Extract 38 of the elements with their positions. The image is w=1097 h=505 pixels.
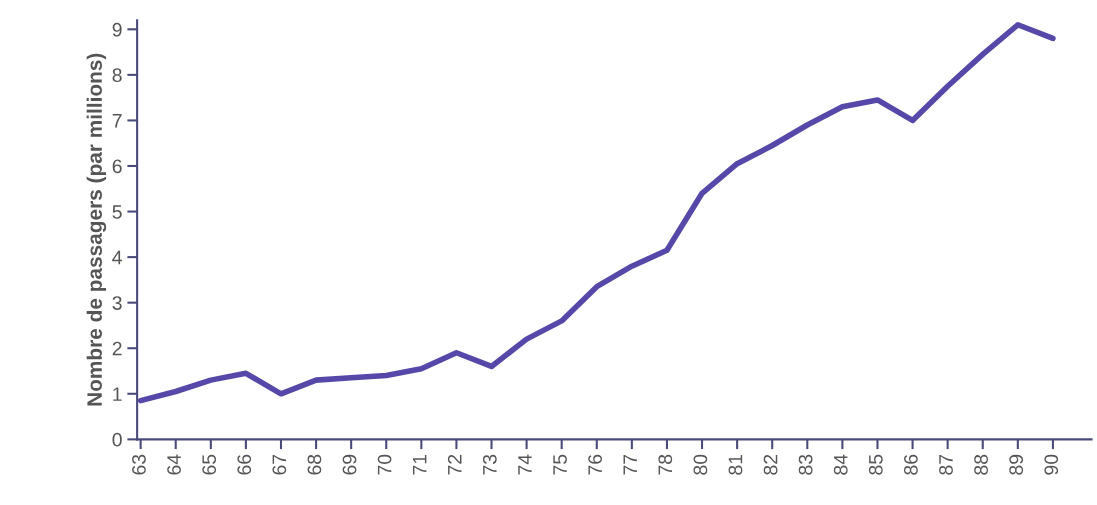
x-tick-label: 75	[553, 454, 567, 475]
x-tick-label: 89	[1009, 454, 1024, 475]
x-tick-label: 68	[307, 454, 322, 475]
x-tick-label: 67	[272, 454, 287, 475]
y-tick-label: 7	[112, 114, 122, 128]
y-tick-label: 4	[112, 250, 122, 265]
x-tick-label: 64	[167, 454, 181, 475]
y-tick-label: 6	[112, 159, 122, 174]
x-tick-label: 82	[763, 454, 778, 475]
y-tick-label: 3	[112, 296, 122, 310]
y-tick-label: 5	[112, 205, 122, 219]
x-tick-label: 65	[202, 454, 217, 475]
x-tick-label: 80	[693, 454, 708, 475]
x-tick-label: 70	[377, 454, 392, 475]
x-tick-label: 85	[868, 454, 883, 475]
x-tick-label: 87	[939, 454, 953, 475]
x-tick-label: 81	[728, 454, 743, 475]
x-tick-label: 71	[412, 454, 427, 475]
x-tick-label: 86	[904, 454, 918, 475]
x-tick-label: 88	[974, 454, 988, 475]
x-tick-label: 76	[588, 454, 602, 475]
x-tick-label: 63	[132, 454, 146, 475]
y-tick-label: 1	[113, 387, 122, 401]
x-tick-label: 72	[447, 454, 462, 475]
y-tick-label: 9	[112, 22, 122, 37]
x-tick-label: 77	[623, 454, 637, 475]
y-tick-label: 0	[112, 432, 122, 447]
x-tick-label: 73	[482, 454, 497, 475]
x-tick-label: 74	[518, 454, 532, 475]
y-axis-title: Nombre de passagers (par millions)	[86, 53, 107, 406]
y-tick-label: 2	[112, 341, 122, 356]
x-tick-label: 78	[658, 454, 673, 475]
x-tick-label: 83	[798, 454, 813, 475]
x-tick-label: 90	[1044, 454, 1059, 475]
y-tick-label: 8	[112, 68, 122, 83]
x-tick-label: 84	[833, 454, 848, 475]
x-tick-label: 69	[342, 454, 357, 475]
x-tick-label: 66	[237, 454, 252, 475]
